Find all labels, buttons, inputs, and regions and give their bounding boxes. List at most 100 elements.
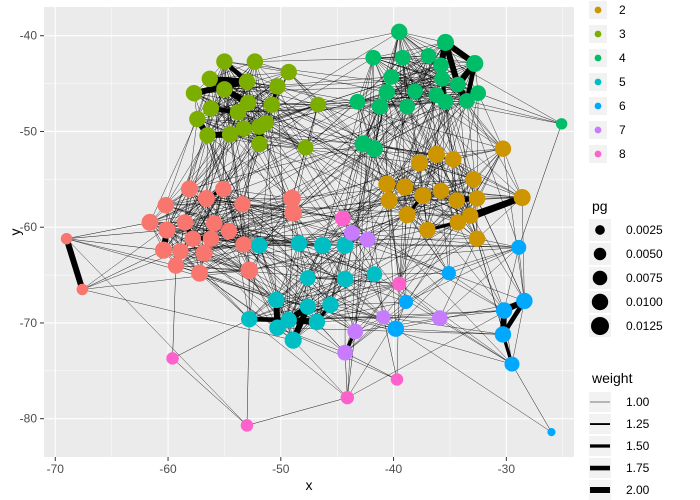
node-point xyxy=(310,96,326,113)
edge xyxy=(172,265,177,359)
edge xyxy=(422,195,471,216)
x-axis: -70 -60 -50 -40 -30 xyxy=(47,457,516,476)
edge xyxy=(511,364,552,433)
edge xyxy=(307,306,356,332)
legend-color-label: 6 xyxy=(619,99,626,113)
edge xyxy=(518,247,525,301)
edge xyxy=(355,57,374,332)
node-point xyxy=(441,266,456,281)
node-point xyxy=(235,120,252,137)
edge xyxy=(386,92,505,311)
legend-key-point xyxy=(594,30,602,38)
edge xyxy=(288,218,344,321)
edge xyxy=(229,134,243,205)
edge xyxy=(318,104,381,107)
edge xyxy=(175,265,400,284)
node-point xyxy=(216,81,233,98)
edge xyxy=(224,78,443,90)
legend-weight-label: 2.00 xyxy=(626,483,650,497)
edge xyxy=(165,134,231,206)
node-point xyxy=(158,221,176,239)
edge xyxy=(277,327,346,353)
node-point xyxy=(376,310,391,325)
edge xyxy=(391,76,443,80)
edge xyxy=(288,71,424,196)
edge xyxy=(224,61,231,135)
edge xyxy=(322,57,374,246)
edge xyxy=(448,272,505,311)
legend-size-point xyxy=(595,225,605,235)
legend-weight-title: weight xyxy=(591,370,633,386)
node-point xyxy=(334,210,351,227)
edge xyxy=(347,331,356,398)
legend-weight-label: 1.25 xyxy=(626,417,650,431)
node-point xyxy=(184,230,202,247)
node-point xyxy=(240,419,254,432)
edge xyxy=(184,204,243,223)
edge xyxy=(246,81,358,103)
edge xyxy=(344,301,407,353)
edge xyxy=(204,252,308,307)
edge xyxy=(298,243,519,248)
edge xyxy=(406,214,450,274)
edge xyxy=(428,55,437,155)
edge xyxy=(344,352,398,380)
edge xyxy=(405,272,449,303)
edge xyxy=(249,270,289,321)
edge xyxy=(399,283,440,319)
edge xyxy=(399,31,443,79)
node-point xyxy=(229,104,247,121)
edge xyxy=(265,122,277,300)
edge xyxy=(351,159,454,234)
edge xyxy=(291,91,416,199)
edge xyxy=(249,318,348,398)
node-point xyxy=(300,270,316,286)
legend-color-label: 2 xyxy=(619,3,626,17)
edge xyxy=(82,289,294,341)
edge xyxy=(389,179,474,201)
y-tick-label: -70 xyxy=(20,316,38,330)
node-point xyxy=(206,215,223,232)
edge xyxy=(383,316,440,319)
legend-key-point xyxy=(594,150,602,158)
node-point xyxy=(462,207,479,224)
node-point xyxy=(513,188,531,207)
edge xyxy=(440,100,468,191)
nodes xyxy=(60,23,568,437)
legend-size-label: 0.0075 xyxy=(626,271,663,285)
node-point xyxy=(336,270,354,288)
edge xyxy=(230,134,364,145)
edge xyxy=(298,218,343,244)
node-point xyxy=(516,292,533,310)
node-point xyxy=(283,189,301,208)
edge xyxy=(367,239,449,274)
edge xyxy=(367,94,437,240)
edge xyxy=(224,61,278,87)
edge xyxy=(165,188,224,206)
node-point xyxy=(154,241,173,259)
edge xyxy=(207,135,224,189)
edge xyxy=(293,94,437,214)
edge xyxy=(305,101,358,148)
node-point xyxy=(343,225,360,241)
edge xyxy=(293,340,348,398)
node-point xyxy=(504,356,520,372)
edge xyxy=(439,317,513,365)
edge xyxy=(224,89,260,246)
edge xyxy=(209,78,250,320)
edge xyxy=(422,100,468,196)
legend-color-label: 5 xyxy=(619,75,626,89)
edge xyxy=(243,86,278,129)
edge xyxy=(207,135,243,205)
edge xyxy=(249,273,375,320)
node-point xyxy=(251,237,268,254)
edge xyxy=(66,238,164,251)
edge xyxy=(316,283,400,323)
node-point xyxy=(378,175,396,193)
node-point xyxy=(432,182,450,200)
node-point xyxy=(199,127,216,144)
x-tick-label: -30 xyxy=(498,462,516,476)
edge xyxy=(149,198,207,223)
edge xyxy=(436,154,450,274)
edge xyxy=(386,91,467,102)
